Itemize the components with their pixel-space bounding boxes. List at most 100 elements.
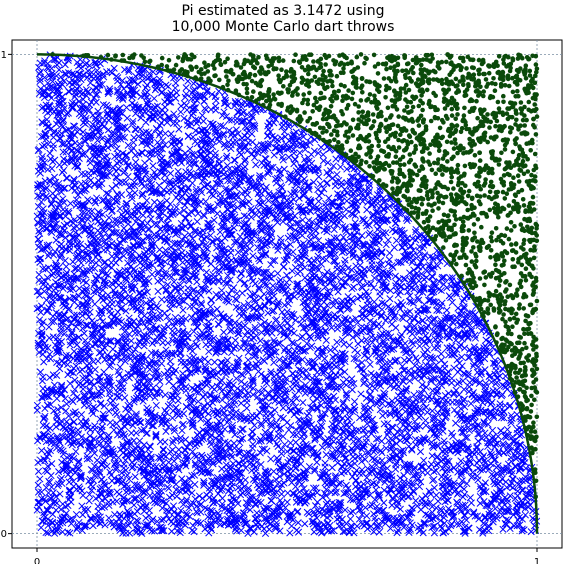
inside-point (349, 173, 357, 181)
inside-point (441, 364, 449, 372)
inside-point (329, 162, 338, 170)
inside-point (296, 149, 304, 157)
inside-point (39, 265, 47, 273)
inside-point (389, 495, 397, 503)
inside-point (370, 284, 378, 292)
inside-point (447, 344, 455, 352)
inside-point (474, 437, 482, 445)
inside-point (243, 398, 251, 407)
inside-point (147, 215, 155, 223)
inside-point (420, 456, 428, 464)
inside-point (256, 337, 264, 345)
inside-point (211, 358, 219, 366)
inside-point (428, 407, 436, 415)
inside-point (195, 253, 203, 261)
inside-point (170, 424, 178, 432)
inside-point (235, 329, 243, 338)
inside-point (261, 154, 269, 163)
inside-point (363, 280, 371, 288)
inside-point (130, 398, 138, 406)
inside-point (34, 481, 42, 489)
inside-point (283, 319, 291, 327)
inside-point (301, 520, 309, 528)
inside-point (231, 342, 240, 350)
inside-point (127, 429, 135, 437)
inside-point (64, 371, 72, 379)
inside-point (366, 229, 374, 237)
inside-point (101, 521, 109, 529)
inside-point (35, 227, 43, 235)
inside-point (270, 358, 278, 366)
inside-point (342, 206, 350, 214)
inside-point (481, 479, 489, 487)
inside-point (50, 196, 58, 204)
inside-point (254, 206, 262, 214)
inside-point (171, 284, 179, 292)
inside-point (432, 467, 440, 475)
inside-point (316, 527, 324, 535)
inside-point (299, 216, 307, 224)
inside-point (474, 464, 482, 472)
inside-point (75, 70, 83, 78)
inside-point (129, 421, 137, 429)
inside-point (379, 412, 387, 420)
inside-point (237, 151, 245, 159)
inside-point (319, 151, 327, 159)
inside-point (487, 378, 496, 386)
inside-point (85, 497, 93, 505)
inside-point (131, 345, 139, 353)
axes-frame (11, 39, 563, 549)
inside-point (142, 323, 150, 331)
inside-point (349, 507, 357, 516)
inside-point (405, 442, 413, 450)
inside-point (421, 348, 429, 356)
inside-point (123, 103, 131, 112)
inside-point (280, 256, 288, 265)
inside-point (290, 149, 298, 157)
inside-point (158, 480, 166, 488)
inside-point (469, 309, 477, 317)
inside-point (36, 291, 44, 299)
inside-point (179, 420, 187, 428)
inside-point (48, 518, 57, 526)
inside-point (205, 347, 213, 356)
inside-point (425, 463, 433, 471)
inside-point (173, 492, 181, 500)
inside-point (450, 464, 458, 472)
inside-point (283, 498, 291, 506)
inside-point (255, 346, 263, 354)
inside-point (96, 314, 104, 322)
inside-point (333, 234, 341, 242)
inside-point (210, 393, 218, 402)
inside-point (87, 98, 95, 106)
inside-point (289, 248, 297, 256)
inside-point (445, 389, 453, 397)
inside-point (52, 236, 60, 244)
inside-point (203, 86, 211, 95)
inside-point (264, 132, 272, 140)
inside-point (105, 514, 113, 522)
inside-point (44, 489, 53, 497)
inside-point (185, 277, 193, 285)
inside-point (415, 277, 423, 285)
inside-point (164, 402, 172, 410)
inside-point (334, 446, 342, 454)
inside-point (241, 476, 249, 484)
inside-point (80, 329, 88, 337)
inside-point (432, 491, 440, 499)
inside-point (313, 489, 321, 497)
inside-point (241, 331, 249, 340)
inside-point (361, 425, 369, 433)
inside-point (89, 403, 97, 411)
inside-point (104, 126, 113, 134)
inside-point (400, 356, 409, 364)
inside-point (83, 455, 91, 463)
inside-point (75, 457, 83, 465)
inside-point (36, 475, 44, 483)
inside-point (389, 308, 397, 316)
inside-point (79, 491, 87, 499)
inside-point (294, 519, 302, 527)
inside-point (350, 231, 358, 239)
inside-point (46, 374, 54, 382)
